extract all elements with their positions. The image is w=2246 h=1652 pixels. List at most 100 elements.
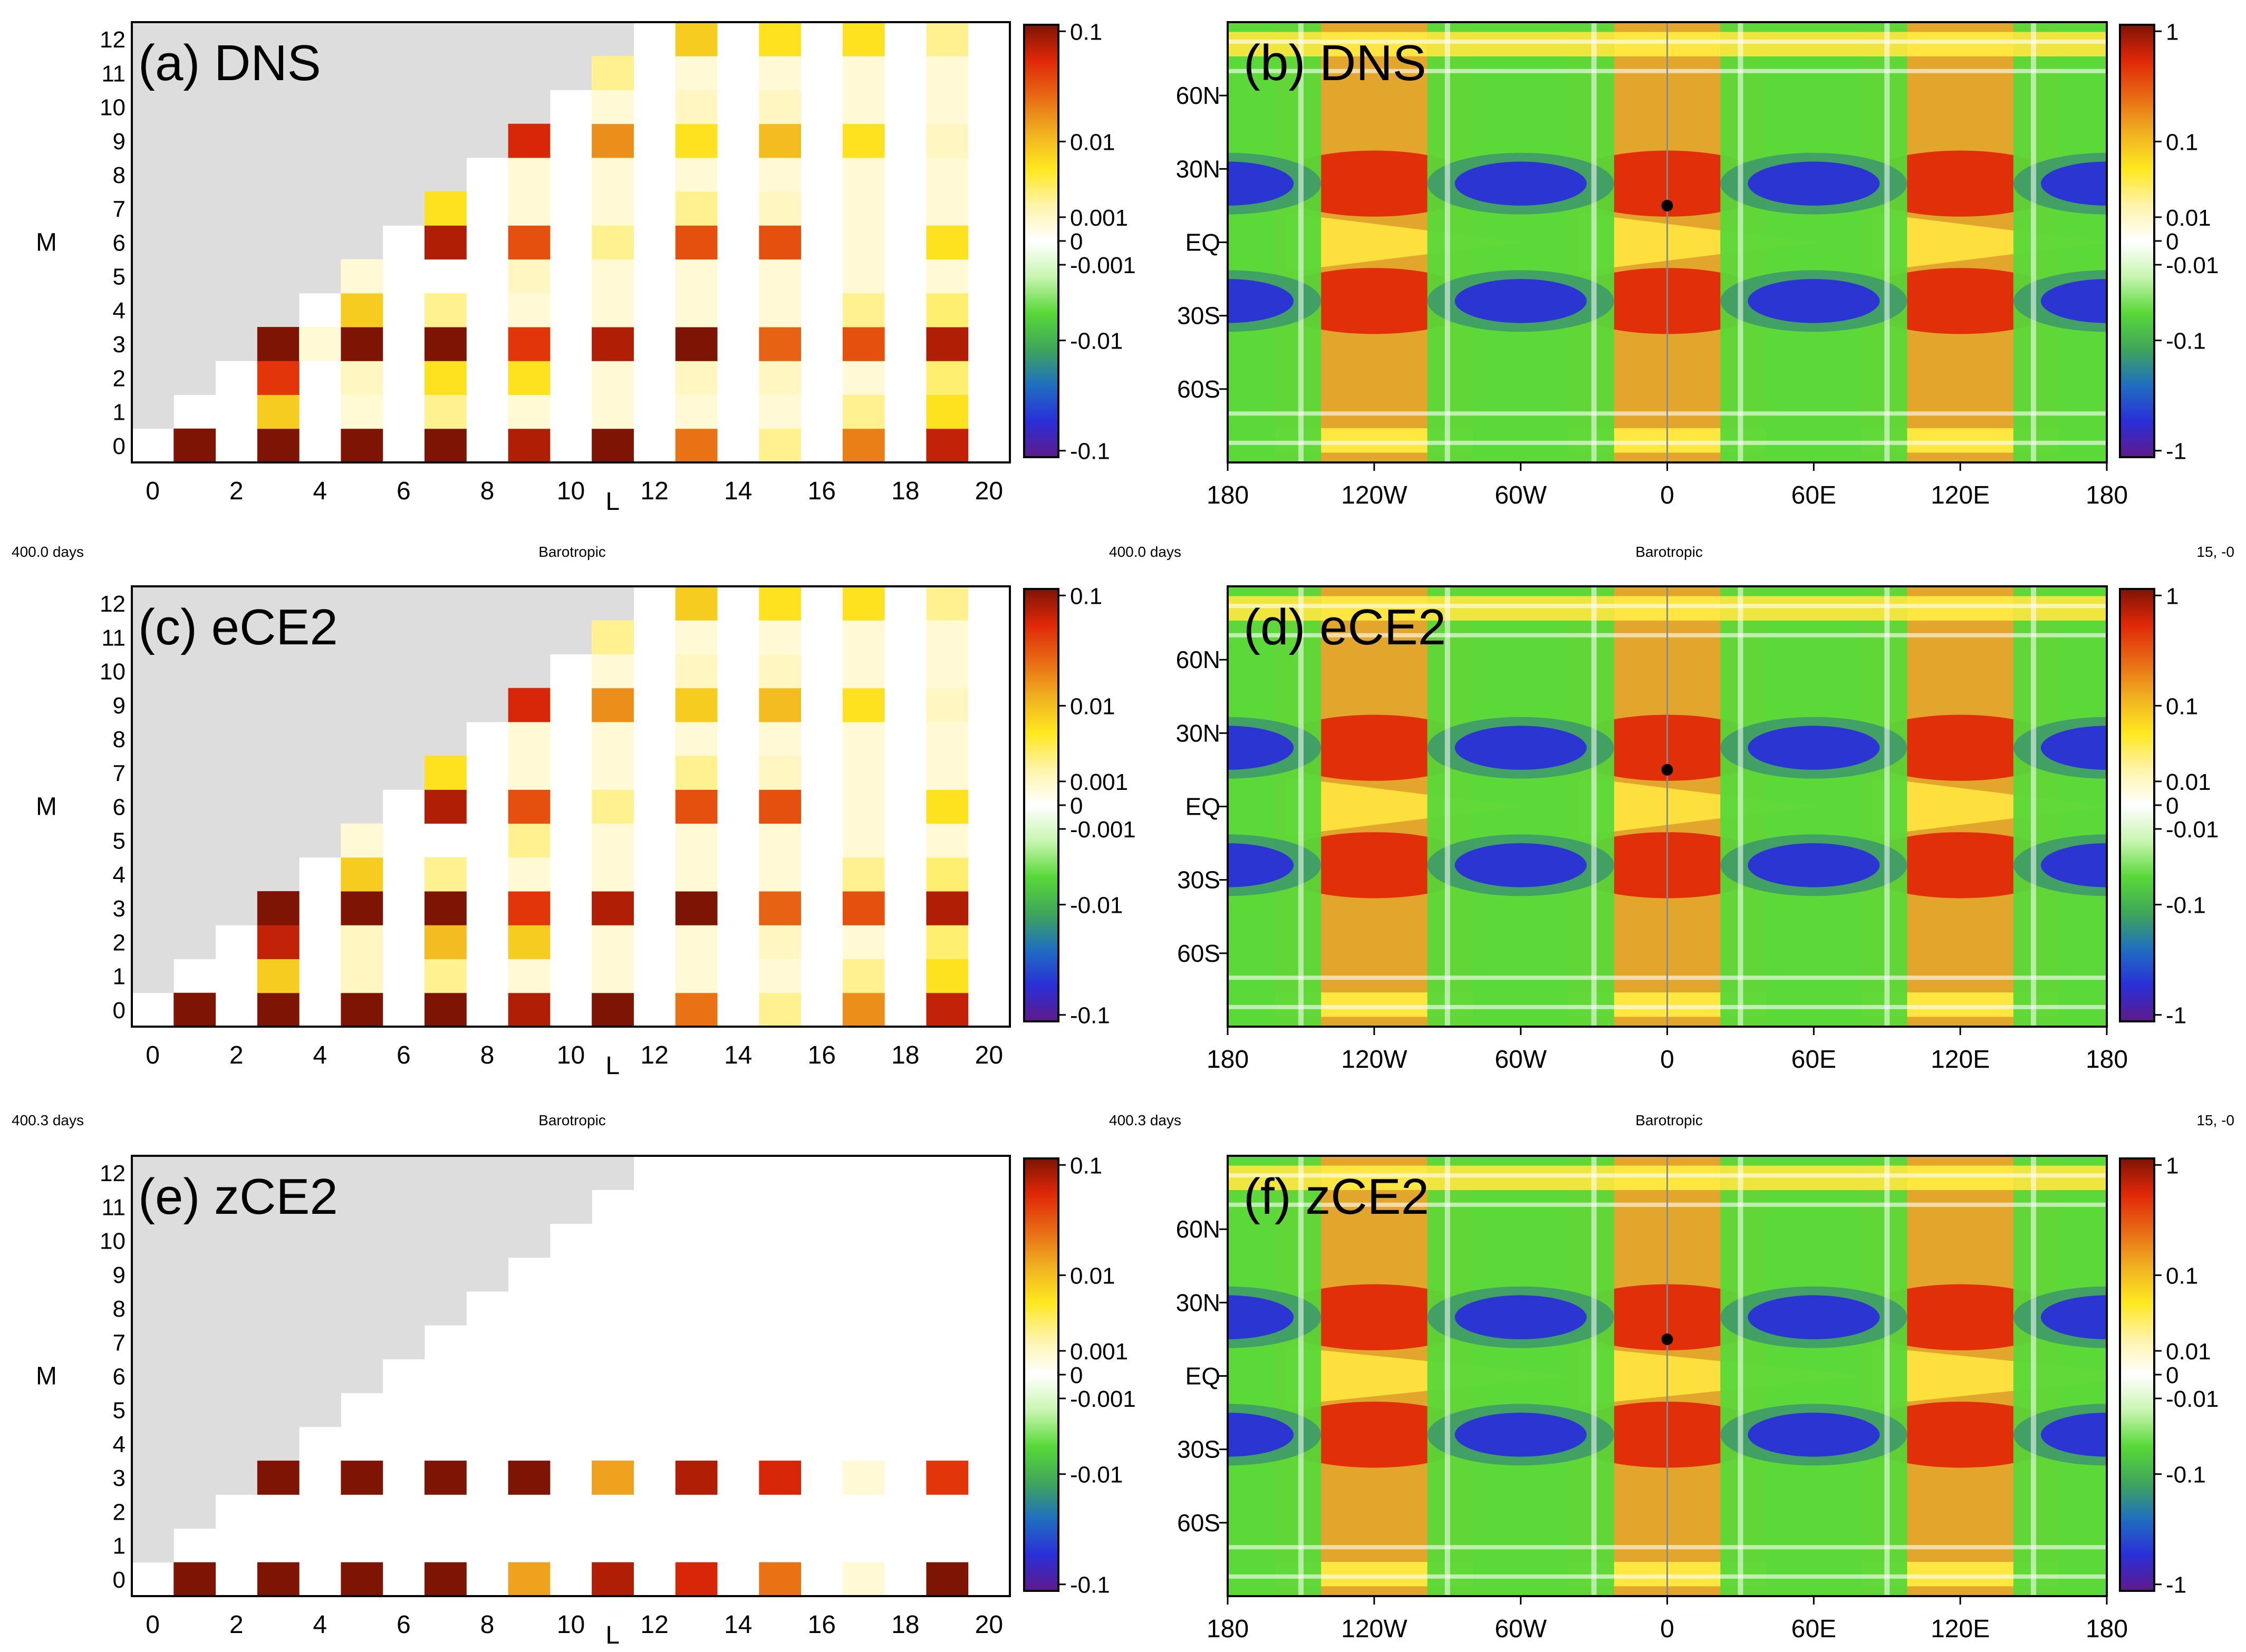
panel-c-cell [675,721,718,756]
panel-c-cell [842,925,885,960]
panel-f-warm-core [1856,1402,2065,1468]
panel-f-cool-core [1454,1295,1587,1339]
panel-a-cell [299,327,341,361]
panel-a-y-tick: 1 [113,400,126,426]
panel-b-title: (b) DNS [1244,35,1426,91]
panel-c-cell [592,756,634,790]
panel-c-x-tick: 6 [397,1041,411,1069]
panel-e-y-tick: 0 [113,1567,126,1593]
panel-c-cell [508,756,551,790]
panel-c-y-tick: 12 [100,591,126,617]
panel-d-warm-core [1269,832,1479,899]
panel-f-cool-fringe [1720,1165,1907,1190]
panel-f-warm-core [1856,1284,2065,1350]
panel-c-cell [592,959,634,993]
panel-f-x-tick: 180 [1207,1615,1249,1643]
panel-e-excluded-region [215,1156,258,1495]
panel-e-excluded-region [508,1156,551,1258]
panel-d-warm-core [1856,832,2065,899]
panel-b-warm-chevron [1286,212,1523,272]
panel-b-cool-core [1454,279,1587,323]
panel-e-y-tick: 11 [101,1194,126,1220]
panel-a-y-tick: 3 [113,332,126,358]
panel-a-title: (a) DNS [138,35,321,91]
panel-c-cell [675,586,718,621]
panel-a-y-tick: 4 [113,298,126,324]
panel-e-colorbar-label: 0.1 [1070,1153,1102,1178]
panel-e-cell [759,1562,802,1597]
panel-d-colorbar-label: -0.01 [2166,817,2219,843]
panel-e-y-tick: 9 [113,1262,126,1288]
panel-e-cell [173,1562,216,1597]
panel-a-cell [425,327,467,361]
panel-b-colorbar-label: 0 [2166,229,2178,255]
panel-a-x-tick: 16 [808,477,836,505]
panel-c-cell [759,586,802,621]
panel-c-excluded-region [592,586,634,621]
panel-c-cell [173,992,216,1027]
panel-d-title: (d) eCE2 [1244,599,1446,655]
panel-c-cell [759,823,802,858]
panel-a-x-tick: 14 [724,477,752,505]
panel-b-colorbar-label: 0.1 [2166,129,2198,155]
panel-a-excluded-region [132,22,174,429]
panel-b-colorbar-label: -0.01 [2166,253,2219,278]
panel-f-cool-core [2041,1413,2107,1457]
panel-a-cell [926,394,969,429]
panel-d-cool-column [1228,586,1322,1027]
panel-a-cell [425,361,467,395]
panel-b-warm-core [1856,150,2065,217]
panel-d-cool-core [1454,843,1587,887]
panel-f-cool-column [1228,1156,1322,1596]
panel-d-x-tick: 180 [2086,1046,2128,1074]
panel-e-cell [926,1461,969,1495]
panel-a-cell [759,293,802,327]
panel-c-y-tick: 5 [113,828,126,854]
panel-a-cell [675,327,718,361]
panel-a-cell [675,157,718,192]
panel-a-y-tick: 12 [100,27,126,53]
panel-a-cell [508,327,551,361]
panel-c-x-tick: 4 [313,1041,327,1069]
panel-a-cell [759,259,802,294]
panel-e-colorbar [1023,1157,1059,1592]
panel-f-x-tick: 0 [1660,1615,1674,1643]
panel-d-warm-core [1269,714,1479,781]
panel-c-cell [759,721,802,756]
panel-f-warm-core [1269,1284,1479,1350]
panel-f-y-tick: 30S [1177,1436,1220,1463]
panel-a-cell [759,90,802,124]
panel-a-colorbar-label: 0.001 [1070,205,1128,231]
panel-c-cell [842,654,885,689]
panel-c-x-tick: 16 [808,1041,836,1069]
panel-b-colorbar-label: -0.1 [2166,329,2206,354]
panel-b-x-tick: 60E [1791,481,1836,509]
panel-c-cell [842,823,885,858]
panel-e-excluded-region [382,1156,425,1359]
panel-d-cool-fringe [1228,596,1322,621]
panel-c-y-tick: 1 [113,964,126,990]
panel-f-colorbar-label: -1 [2166,1572,2186,1598]
panel-b-cool-fringe [1427,32,1614,56]
panel-c-cell [425,789,467,824]
panel-b-cool-core [2041,279,2107,323]
panel-c-cell [592,857,634,892]
panel-a-y-tick: 2 [113,365,126,391]
panel-e-x-tick: 12 [640,1611,668,1639]
panel-c-excluded-region [425,586,467,756]
panel-a-y-tick: 0 [113,433,126,459]
panel-c-colorbar [1023,588,1059,1022]
panel-e-y-tick: 3 [113,1465,126,1491]
panel-a-cell [173,428,216,463]
panel-c-excluded-region [508,586,551,689]
panel-a-cell [257,428,300,463]
panel-e-cell [425,1562,467,1597]
panel-d-x-tick: 60E [1791,1046,1836,1074]
panel-c-cell [926,789,969,824]
panel-c-cell [842,959,885,993]
panel-b-x-tick: 180 [2086,481,2128,509]
panel-c-cell [675,823,718,858]
panel-e-cell [592,1461,634,1495]
panel-c-cell [508,959,551,993]
panel-f-x-tick: 120W [1341,1615,1408,1643]
